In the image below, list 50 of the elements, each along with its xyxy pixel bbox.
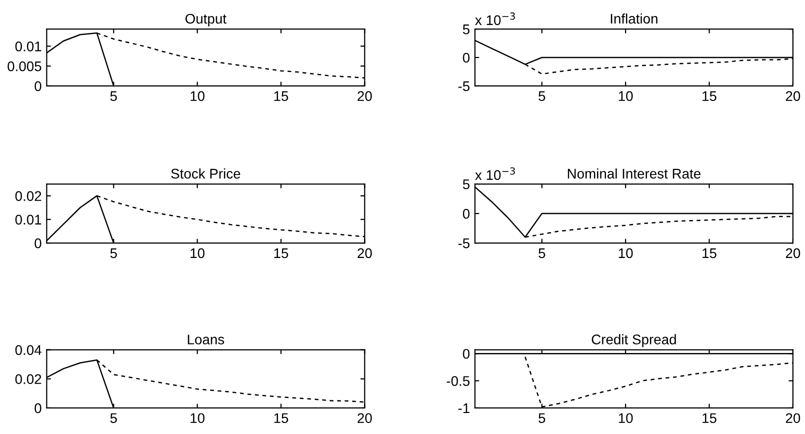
y-tick-label: 0.02 [15,191,42,201]
chart-title: Stock Price [171,168,240,179]
y-tick-label: -5 [458,238,470,248]
x-tick-label: 10 [190,248,204,258]
x-tick-label: 5 [110,91,117,101]
x-tick-label: 20 [358,413,372,424]
x-tick-label: 15 [274,91,288,101]
y-tick-label: -1 [458,403,470,413]
text: x 10$^{−3}$ [475,167,515,180]
y-tick-label: 0.005 [8,61,42,72]
chart-title: Loans [188,334,224,344]
y-tick-label: 0 [462,348,470,359]
x-tick-label: 20 [786,91,800,101]
x-tick-label: 5 [538,248,546,258]
x-tick-label: 10 [618,413,633,424]
y-tick-label: 5 [462,179,470,190]
x-tick-label: 15 [274,413,288,424]
y-tick-label: 0 [462,208,470,219]
x-tick-label: 15 [702,413,716,424]
y-tick-label: 0 [462,52,470,63]
x-tick-label: 20 [358,91,372,101]
x-tick-label: 15 [702,91,716,101]
y-tick-label: 0 [34,81,42,92]
y-tick-label: -0.5 [446,376,470,386]
y-tick-label: 0.01 [15,42,42,52]
x-tick-label: 10 [190,91,204,101]
y-tick-label: 0.02 [15,374,42,384]
y-tick-label: 0 [34,238,42,248]
x-tick-label: 5 [110,413,117,424]
x-tick-label: 10 [190,413,204,424]
y-tick-label: -5 [458,81,470,92]
x-tick-label: 15 [274,248,288,258]
y-tick-label: 5 [462,24,470,34]
x-tick-label: 10 [618,91,633,101]
x-tick-label: 10 [618,248,633,258]
chart-title: Credit Spread [592,334,676,348]
chart-title: Inflation [610,13,658,24]
chart-title: Nominal Interest Rate [568,168,700,179]
text: x 10$^{−3}$ [475,12,515,26]
y-tick-label: 0.01 [15,214,42,225]
y-tick-label: 0 [34,403,42,414]
x-tick-label: 15 [702,248,716,258]
x-tick-label: 20 [358,248,372,258]
x-tick-label: 5 [538,91,546,101]
chart-title: Output [185,14,226,26]
x-tick-label: 5 [110,248,117,258]
y-tick-label: 0.04 [15,345,42,355]
x-tick-label: 20 [786,413,800,424]
x-tick-label: 20 [786,248,800,258]
x-tick-label: 5 [538,413,546,424]
